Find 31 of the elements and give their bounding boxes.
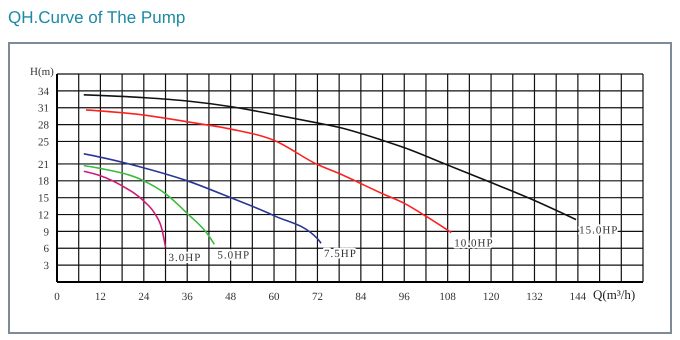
line-series bbox=[82, 164, 216, 246]
x-tick-label: 36 bbox=[182, 291, 194, 303]
y-tick-label: 34 bbox=[38, 86, 50, 98]
x-tick-label: 132 bbox=[526, 291, 543, 303]
line-series bbox=[85, 109, 452, 234]
line-series bbox=[82, 153, 322, 244]
y-tick-label: 15 bbox=[38, 192, 50, 205]
y-axis-title: H(m) bbox=[30, 66, 54, 78]
x-tick-label: 108 bbox=[439, 291, 456, 303]
y-tick-label: 6 bbox=[44, 243, 50, 256]
y-tick-label: 28 bbox=[38, 120, 50, 132]
y-tick-label: 21 bbox=[38, 158, 49, 171]
y-tick-label: 18 bbox=[38, 176, 50, 188]
x-axis-title: Q(m³/h) bbox=[593, 287, 636, 303]
chart-title: QH.Curve of The Pump bbox=[8, 8, 186, 28]
x-tick-label: 12 bbox=[94, 291, 106, 303]
x-tick-label: 96 bbox=[398, 291, 410, 303]
y-tick-label: 9 bbox=[44, 226, 50, 238]
x-tick-label: 84 bbox=[355, 291, 367, 303]
y-tick-label: 3 bbox=[44, 260, 50, 272]
x-tick-label: 48 bbox=[225, 291, 237, 303]
x-tick-label: 0 bbox=[54, 291, 60, 303]
x-tick-label: 60 bbox=[268, 291, 280, 303]
line-series bbox=[82, 170, 166, 248]
y-tick-label: 31 bbox=[38, 102, 49, 115]
x-tick-label: 120 bbox=[482, 291, 500, 303]
y-tick-label: 12 bbox=[38, 209, 49, 222]
x-tick-label: 144 bbox=[570, 291, 587, 303]
x-tick-label: 72 bbox=[312, 291, 323, 303]
y-tick-label: 25 bbox=[38, 136, 50, 148]
x-tick-label: 24 bbox=[138, 291, 150, 303]
